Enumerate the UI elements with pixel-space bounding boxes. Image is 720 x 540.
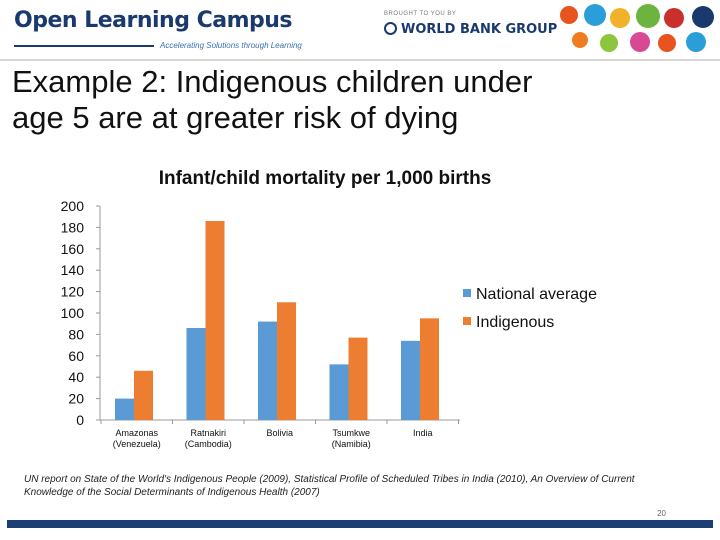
x-category-label: Tsumkwe: [332, 428, 370, 438]
decorative-circle-icon: [560, 6, 578, 24]
bar-indigenous: [348, 337, 368, 420]
y-tick-label: 100: [61, 305, 85, 321]
bar-indigenous: [277, 302, 296, 420]
slide-title-line-2: age 5 are at greater risk of dying: [12, 100, 459, 135]
x-category-label: Amazonas: [115, 428, 158, 438]
bar-national-average: [258, 321, 277, 420]
decorative-circle-icon: [636, 4, 660, 28]
y-tick-label: 40: [68, 369, 84, 385]
y-tick-label: 60: [68, 348, 84, 364]
bar-national-average: [186, 327, 206, 420]
bar-national-average: [115, 398, 134, 420]
header-divider: [0, 59, 720, 61]
header-banner: Open Learning Campus Accelerating Soluti…: [0, 0, 720, 61]
y-tick-label: 160: [61, 241, 85, 257]
decorative-circle-icon: [692, 6, 714, 28]
decorative-circle-icon: [630, 32, 650, 52]
x-category-label: India: [413, 428, 433, 438]
bar-national-average: [401, 340, 420, 420]
logo-title: Open Learning Campus: [14, 8, 293, 33]
slide-title: Example 2: Indigenous children under age…: [12, 64, 712, 136]
page-number: 20: [657, 509, 666, 518]
chart-title: Infant/child mortality per 1,000 births: [158, 168, 492, 189]
y-tick-label: 140: [61, 262, 85, 278]
source-citation: UN report on State of the World's Indige…: [24, 474, 635, 498]
y-tick-label: 200: [61, 198, 85, 214]
decorative-circle-icon: [686, 32, 706, 52]
x-category-label: Bolivia: [266, 428, 293, 438]
x-category-label: (Venezuela): [113, 439, 161, 449]
brought-by-label: BROUGHT TO YOU BY: [384, 11, 457, 17]
org-name: WORLD BANK GROUP: [401, 22, 558, 37]
y-tick-label: 120: [61, 284, 85, 300]
decorative-circle-icon: [658, 34, 676, 52]
x-category-label: (Namibia): [332, 439, 371, 449]
y-tick-label: 20: [68, 391, 84, 407]
decorative-circle-icon: [600, 34, 618, 52]
decorative-circle-icon: [664, 8, 684, 28]
legend-label: Indigenous: [476, 314, 554, 331]
logo-underline: [14, 45, 154, 47]
legend-label: National average: [476, 286, 597, 303]
footer-bar: [7, 520, 713, 528]
legend-swatch: [463, 289, 471, 297]
x-category-label: Ratnakiri: [190, 428, 226, 438]
bar-indigenous: [420, 318, 439, 420]
logo-tagline: Accelerating Solutions through Learning: [160, 41, 302, 50]
bar-indigenous: [205, 220, 225, 420]
bar-national-average: [329, 364, 349, 420]
y-tick-label: 0: [76, 412, 84, 428]
x-category-label: (Cambodia): [185, 439, 232, 449]
legend-swatch: [463, 317, 471, 325]
decorative-circle-icon: [610, 8, 630, 28]
y-tick-label: 180: [61, 219, 85, 235]
y-tick-label: 80: [68, 326, 84, 342]
decorative-circle-icon: [584, 4, 606, 26]
decorative-circle-icon: [572, 32, 588, 48]
decorative-icon-cluster: [552, 4, 720, 56]
world-bank-logo: WORLD BANK GROUP: [384, 22, 557, 37]
slide-title-line-1: Example 2: Indigenous children under: [12, 64, 533, 99]
globe-icon: [384, 22, 397, 35]
bar-indigenous: [134, 370, 153, 420]
